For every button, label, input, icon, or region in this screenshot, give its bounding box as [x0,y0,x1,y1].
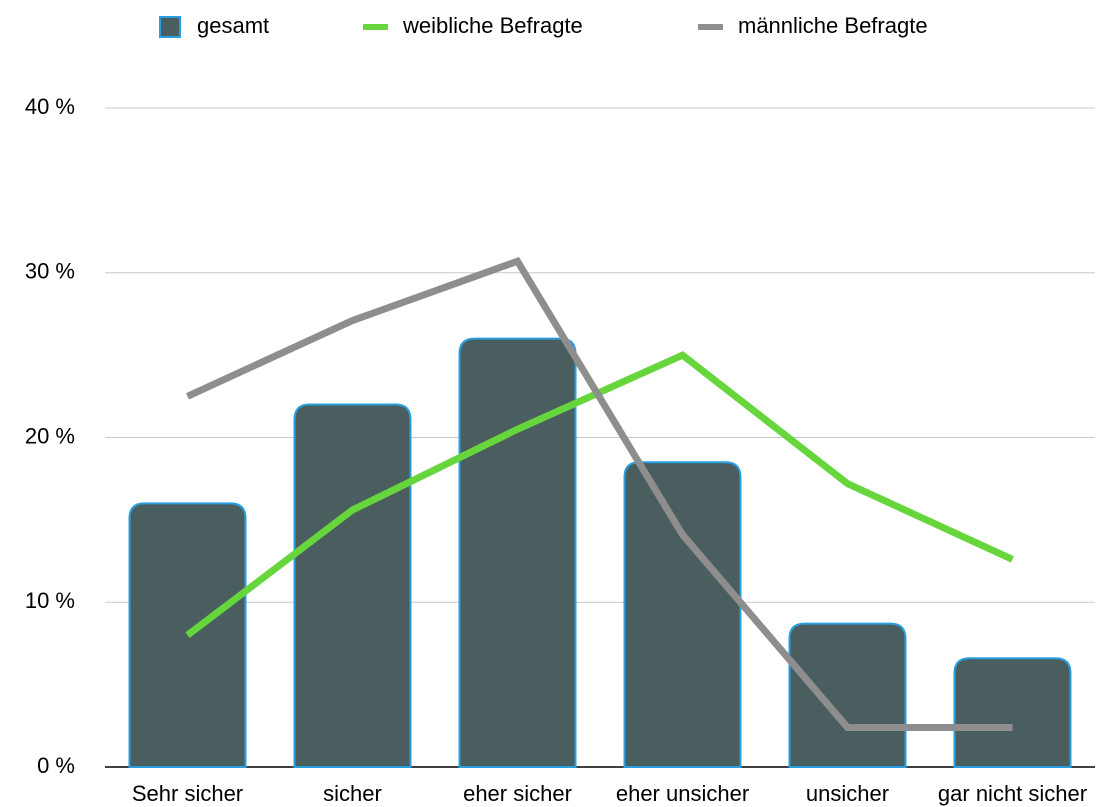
x-tick-label: eher sicher [463,781,572,806]
bar [293,403,412,768]
legend-label: gesamt [197,13,269,38]
y-tick-label: 40 % [25,94,75,119]
x-tick-label: sicher [323,781,382,806]
bar [788,622,907,768]
legend-swatch [159,16,181,38]
bar [458,337,577,768]
line-series [186,256,1013,731]
bar [953,657,1072,768]
y-tick-label: 20 % [25,423,75,448]
bar [623,461,742,768]
legend-label: männliche Befragte [738,13,928,38]
x-tick-label: eher unsicher [616,781,749,806]
y-tick-label: 0 % [37,753,75,778]
y-tick-label: 30 % [25,259,75,284]
legend-label: weibliche Befragte [402,13,583,38]
x-tick-label: Sehr sicher [132,781,243,806]
x-tick-label: gar nicht sicher [938,781,1087,806]
x-tick-label: unsicher [806,781,889,806]
y-tick-label: 10 % [25,588,75,613]
